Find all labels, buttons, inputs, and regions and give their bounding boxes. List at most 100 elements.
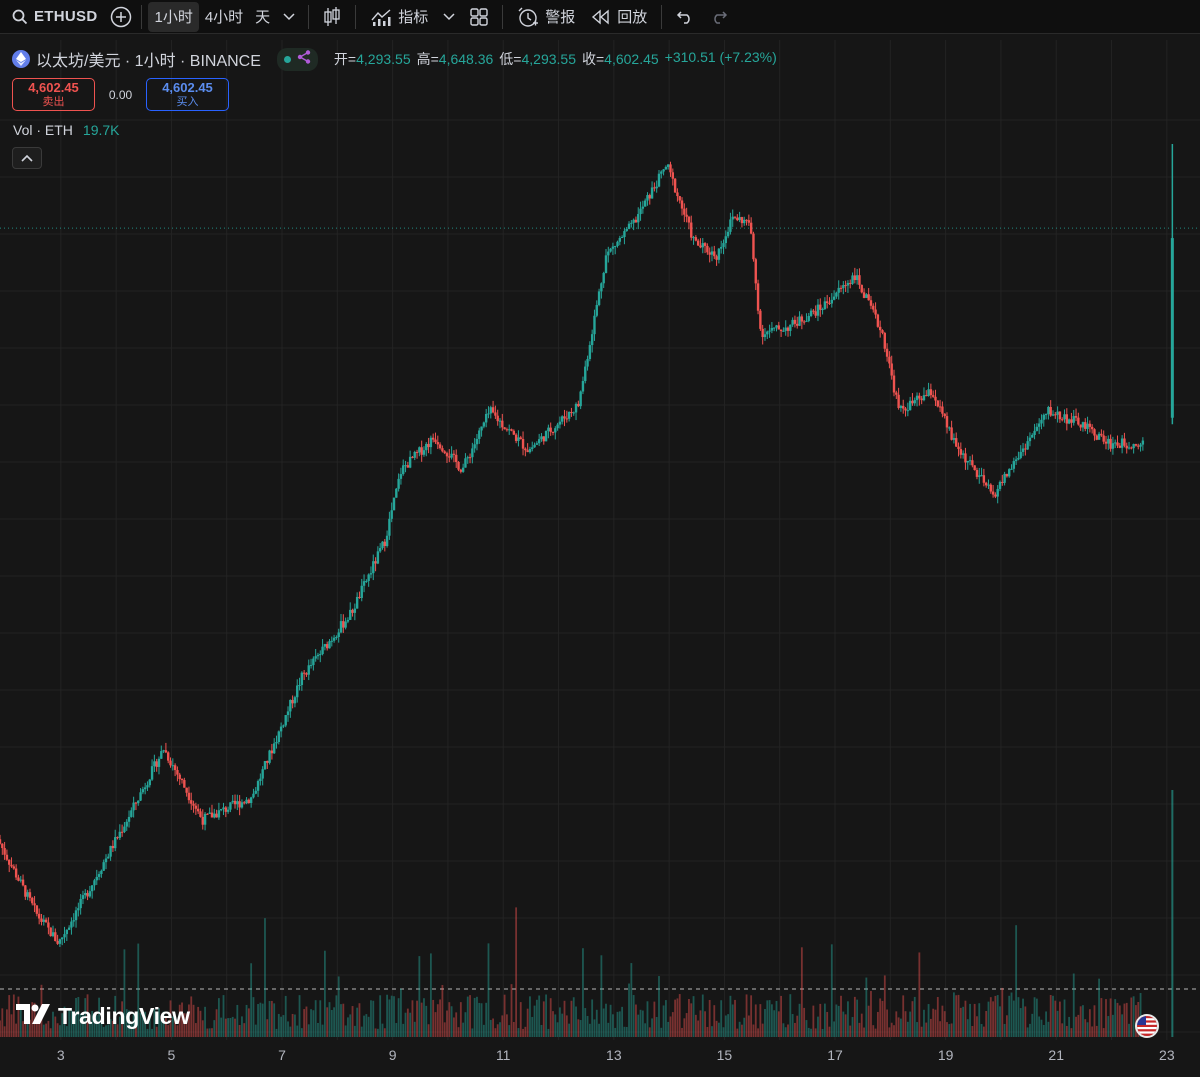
compare-add-button[interactable]	[107, 0, 135, 34]
candle-body	[1014, 459, 1018, 462]
candle-body	[268, 750, 271, 763]
candle-body	[1061, 419, 1064, 421]
open-value: 4,293.55	[356, 51, 411, 67]
undo-button[interactable]	[668, 0, 702, 34]
candle-body	[328, 641, 331, 649]
volume-bar	[510, 984, 513, 1037]
volume-bar	[347, 1017, 349, 1037]
price-chart[interactable]: 3 5 7 9 11 13 15 17 19 21 23	[0, 40, 1200, 1077]
volume-bar	[738, 1021, 741, 1037]
volume-bar	[720, 1000, 723, 1037]
layout-button[interactable]	[462, 0, 496, 34]
volume-bar	[764, 1009, 766, 1037]
volume-bar	[167, 1025, 170, 1037]
candle-body	[683, 208, 686, 215]
candle-body	[180, 778, 184, 781]
buy-button[interactable]: 4,602.45 买入	[146, 78, 229, 111]
toolbar-divider	[502, 4, 504, 29]
indicators-dropdown[interactable]	[436, 0, 462, 34]
candle-body	[588, 345, 592, 360]
indicators-button[interactable]: 指标	[362, 0, 436, 34]
candle-body	[959, 449, 963, 455]
tradingview-logo[interactable]: TradingView	[16, 1003, 190, 1030]
volume-bar	[314, 1000, 317, 1037]
candle-body	[874, 309, 877, 315]
undo-icon	[676, 10, 694, 24]
candle-body	[796, 323, 799, 326]
volume-bar	[1072, 973, 1075, 1037]
candle-body	[660, 171, 663, 174]
volume-bar	[920, 1026, 923, 1037]
candle-body	[1123, 438, 1126, 446]
volume-bar	[632, 995, 635, 1037]
volume-bar	[77, 996, 80, 1037]
candle-body	[5, 854, 9, 860]
volume-bar	[1033, 997, 1036, 1037]
candle-body	[305, 673, 308, 675]
candle-body	[842, 285, 845, 289]
candle-body	[982, 475, 986, 483]
candle-body	[392, 497, 396, 511]
interval-1h[interactable]: 1小时	[148, 1, 199, 32]
sell-button[interactable]: 4,602.45 卖出	[12, 78, 95, 111]
volume-value: 19.7K	[82, 122, 120, 138]
candle-body	[517, 437, 520, 441]
candle-body	[837, 287, 840, 293]
symbol-title[interactable]: 以太坊/美元 · 1小时 · BINANCE	[36, 53, 261, 70]
volume-bar	[777, 1011, 780, 1037]
candle-body	[574, 403, 578, 413]
interval-dropdown[interactable]	[276, 0, 302, 34]
volume-bar	[621, 1006, 624, 1037]
candle-body	[494, 412, 497, 416]
candle-body	[413, 451, 416, 458]
volume-bar	[849, 1025, 852, 1037]
indicators-label: 指标	[398, 9, 429, 26]
interval-1d[interactable]: 天	[255, 9, 271, 26]
replay-button[interactable]: 回放	[583, 0, 655, 34]
volume-bar	[1024, 1006, 1027, 1037]
volume-bar	[476, 996, 478, 1037]
volume-bar	[593, 1019, 596, 1037]
us-flag-icon[interactable]	[1135, 1014, 1159, 1038]
candle-body	[134, 802, 138, 804]
candle-body	[337, 632, 340, 637]
volume-bar	[1031, 1013, 1034, 1037]
candle-body	[353, 608, 357, 613]
volume-bar	[1112, 1014, 1114, 1037]
candle-body	[498, 420, 502, 422]
candle-body	[118, 831, 122, 838]
alert-button[interactable]: 警报	[509, 0, 583, 34]
volume-bar	[570, 1000, 573, 1037]
market-status-badge[interactable]	[276, 47, 318, 71]
volume-bar	[287, 1021, 289, 1037]
volume-bar	[851, 1017, 854, 1037]
candle-body	[611, 246, 615, 249]
volume-bar	[367, 1016, 370, 1037]
candle-body	[1026, 441, 1029, 450]
candle-body	[1040, 419, 1043, 424]
volume-bar	[413, 1021, 416, 1037]
search-icon	[12, 9, 28, 25]
volume-bar	[489, 1019, 492, 1037]
volume-bar	[217, 998, 220, 1037]
chart-grid	[0, 40, 1200, 1040]
candle-body	[519, 437, 522, 439]
volume-bar	[312, 1010, 315, 1037]
candle-body	[1102, 435, 1105, 442]
candle-body	[139, 792, 142, 801]
candle-body	[245, 799, 248, 804]
candle-body	[381, 541, 384, 549]
candle-body	[1008, 469, 1011, 477]
collapse-legend-button[interactable]	[12, 147, 42, 169]
volume-bar	[192, 1004, 195, 1037]
symbol-search[interactable]: ETHUSD	[0, 0, 107, 34]
candle-body	[1127, 447, 1131, 449]
candle-body	[685, 214, 688, 217]
candle-body	[761, 328, 764, 338]
volume-bar	[909, 1011, 912, 1037]
volume-bar	[300, 1028, 303, 1037]
redo-button[interactable]	[702, 0, 736, 34]
interval-4h[interactable]: 4小时	[204, 9, 244, 26]
chart-type-button[interactable]	[315, 0, 349, 34]
volume-bar	[1125, 1002, 1128, 1037]
